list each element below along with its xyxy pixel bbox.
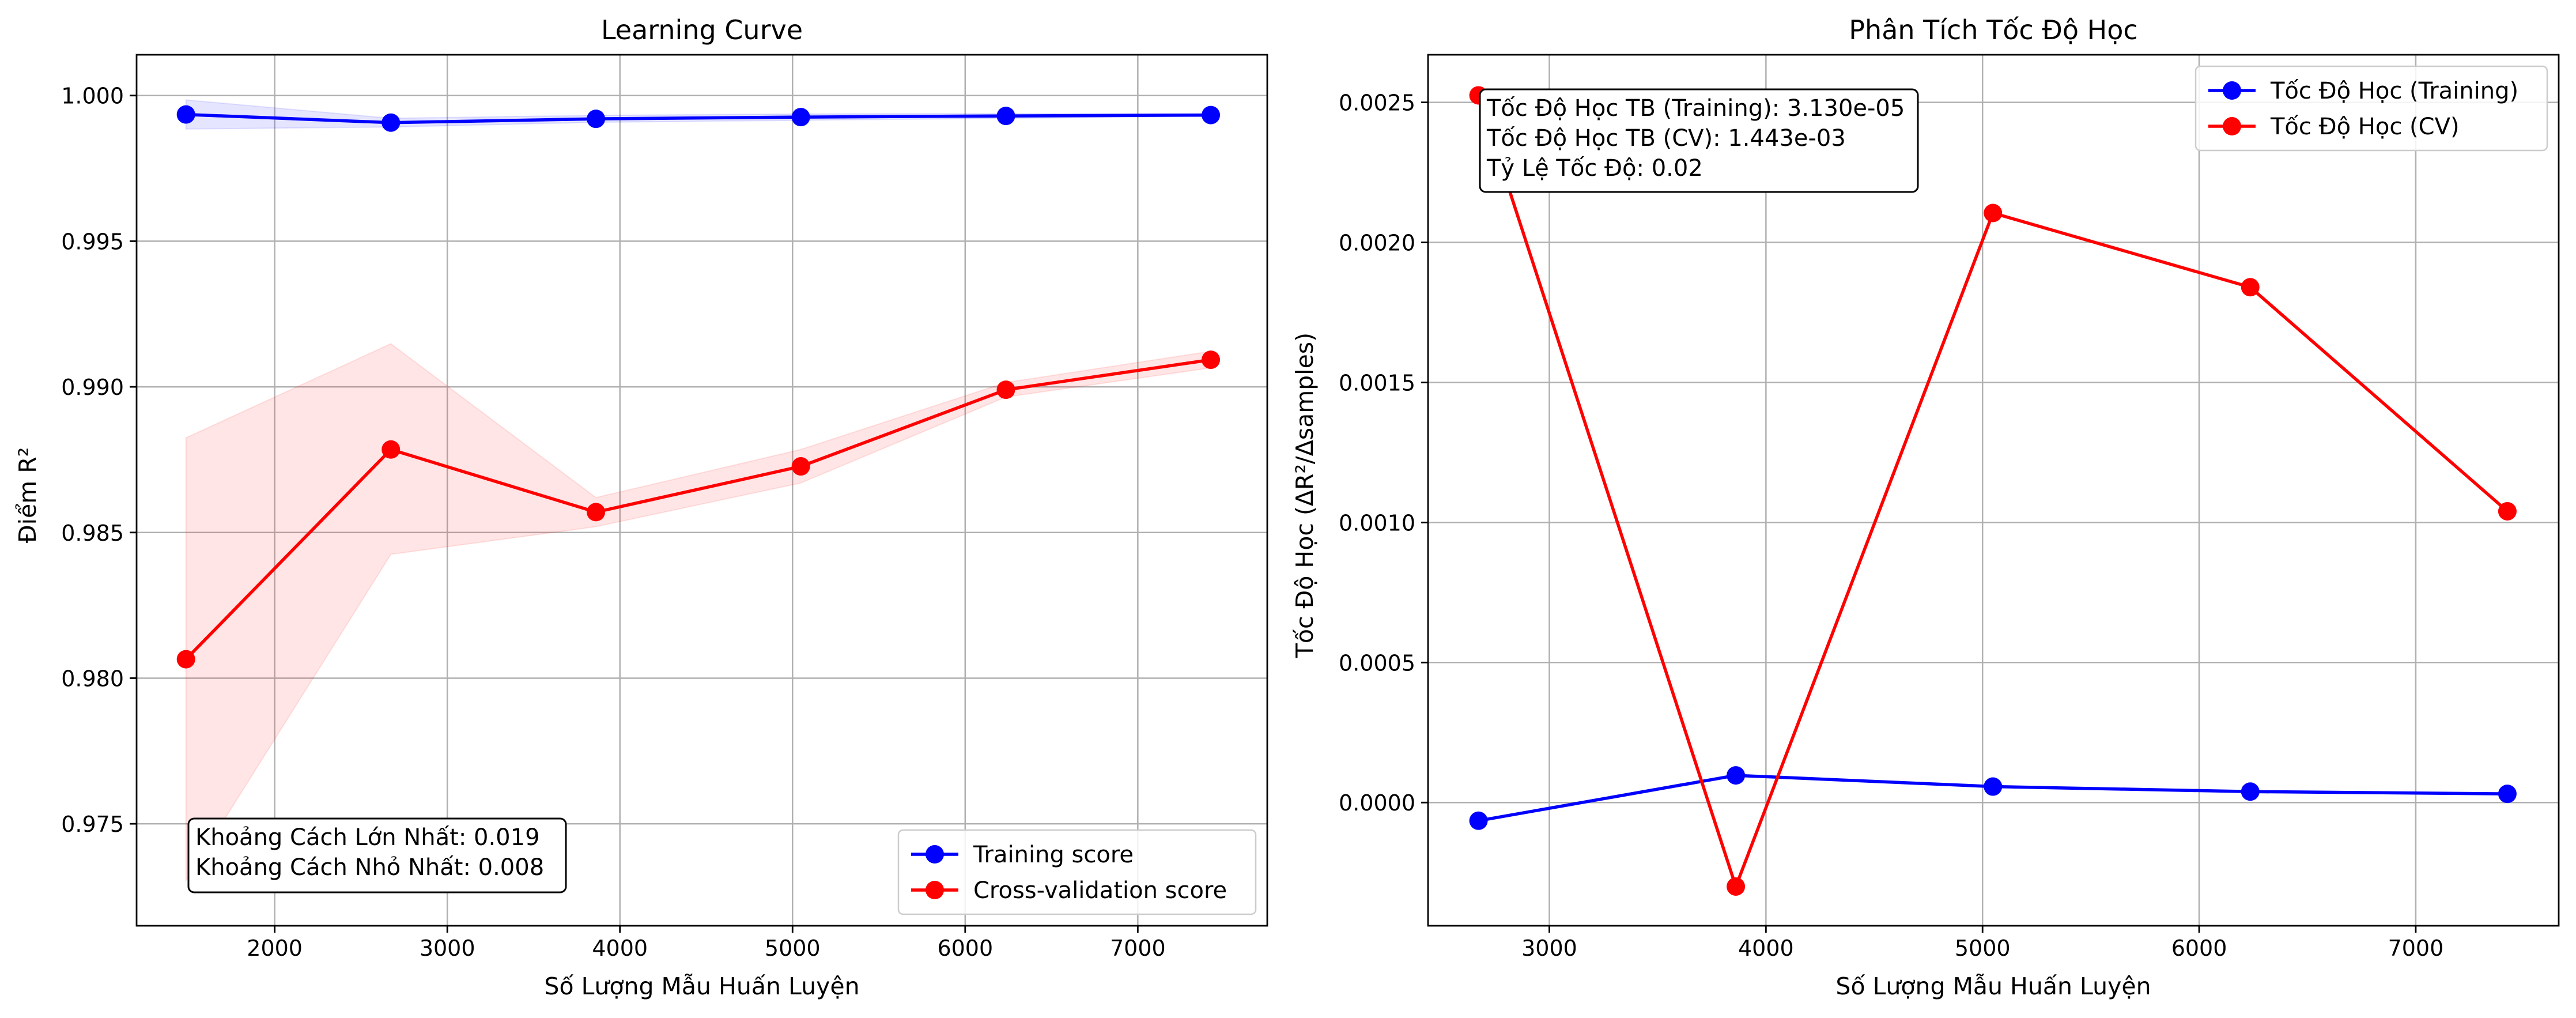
y-tick-label: 0.0015 bbox=[1339, 370, 1415, 395]
chart-title: Phân Tích Tốc Độ Học bbox=[1849, 14, 2137, 46]
data-point bbox=[2241, 782, 2260, 801]
y-tick-label: 0.975 bbox=[61, 812, 124, 837]
x-tick-label: 5000 bbox=[765, 936, 821, 961]
y-tick-label: 0.0025 bbox=[1339, 91, 1415, 116]
series-line bbox=[184, 358, 1211, 661]
legend: Training score Cross-validation score bbox=[897, 829, 1257, 915]
data-point bbox=[587, 110, 606, 129]
data-point bbox=[176, 105, 195, 124]
plot-area bbox=[176, 99, 1221, 883]
x-tick-label: 3000 bbox=[1521, 936, 1577, 961]
data-point bbox=[382, 440, 401, 459]
x-tick-label: 6000 bbox=[937, 936, 993, 961]
y-tick-label: 0.995 bbox=[61, 229, 124, 254]
annotation: Khoảng Cách Lớn Nhất: 0.019 Khoảng Cách N… bbox=[187, 817, 567, 893]
series-line bbox=[186, 112, 1211, 125]
plot-frame bbox=[1427, 54, 2560, 927]
data-point bbox=[1202, 105, 1221, 125]
y-axis-label: Điểm R² bbox=[14, 447, 41, 543]
y-tick-label: 0.0000 bbox=[1339, 790, 1415, 816]
data-point bbox=[1469, 811, 1488, 830]
confidence-band bbox=[185, 343, 1212, 883]
y-tick-label: 1.000 bbox=[61, 84, 124, 109]
annotation-line: Tốc Độ Học TB (CV): 1.443e-03 bbox=[1486, 125, 1846, 152]
annotation-line: Khoảng Cách Nhỏ Nhất: 0.008 bbox=[195, 854, 544, 881]
y-tick-label: 0.990 bbox=[61, 375, 124, 400]
legend-marker bbox=[926, 881, 944, 899]
data-point bbox=[2498, 785, 2517, 804]
y-tick-label: 0.0005 bbox=[1339, 650, 1415, 676]
x-tick-label: 2000 bbox=[247, 936, 303, 961]
data-point bbox=[2241, 278, 2260, 297]
y-tick-label: 0.0020 bbox=[1339, 231, 1415, 256]
legend: Tốc Độ Học (Training) Tốc Độ Học (CV) bbox=[2194, 65, 2548, 152]
x-axis-label: Số Lượng Mẫu Huấn Luyện bbox=[544, 972, 859, 1000]
annotation-line: Tốc Độ Học TB (Training): 3.130e-05 bbox=[1486, 95, 1905, 122]
chart-title: Learning Curve bbox=[601, 14, 803, 46]
legend-label: Training score bbox=[973, 842, 1134, 868]
legend-frame bbox=[2194, 65, 2548, 152]
plot-frame bbox=[135, 54, 1268, 927]
data-point bbox=[2498, 502, 2517, 521]
data-point bbox=[382, 113, 401, 132]
annotation-line: Tỷ Lệ Tốc Độ: 0.02 bbox=[1486, 155, 1703, 182]
learning-rate-chart: Phân Tích Tốc Độ Học Số Lượng Mẫu Huấn L… bbox=[1291, 14, 2560, 1000]
x-axis-label: Số Lượng Mẫu Huấn Luyện bbox=[1835, 972, 2151, 1000]
annotation-line: Khoảng Cách Lớn Nhất: 0.019 bbox=[195, 824, 540, 851]
plot-area bbox=[1469, 86, 2517, 896]
learning-curve-chart: Learning Curve Số Lượng Mẫu Huấn Luyện Đ… bbox=[14, 14, 1268, 1000]
legend-marker bbox=[926, 845, 944, 864]
data-point bbox=[996, 380, 1015, 399]
legend-label: Cross-validation score bbox=[973, 877, 1227, 904]
y-tick-label: 0.980 bbox=[61, 666, 124, 691]
annotation-frame bbox=[187, 817, 567, 893]
annotation: Tốc Độ Học TB (Training): 3.130e-05 Tốc Đ… bbox=[1479, 88, 1919, 193]
data-point bbox=[791, 457, 810, 476]
data-point bbox=[1984, 777, 2003, 796]
legend-marker bbox=[2223, 117, 2241, 135]
annotation-frame bbox=[1479, 88, 1919, 193]
data-point bbox=[996, 107, 1015, 126]
x-tick-label: 7000 bbox=[1110, 936, 1166, 961]
y-tick-label: 0.985 bbox=[61, 521, 124, 546]
x-tick-label: 4000 bbox=[592, 936, 648, 961]
data-point bbox=[1727, 877, 1746, 896]
data-point bbox=[1727, 766, 1746, 785]
legend-frame bbox=[897, 829, 1257, 915]
legend-label: Tốc Độ Học (Training) bbox=[2270, 78, 2518, 104]
data-point bbox=[1984, 203, 2003, 223]
x-tick-label: 7000 bbox=[2388, 936, 2444, 961]
x-tick-label: 6000 bbox=[2171, 936, 2227, 961]
data-point bbox=[176, 650, 195, 669]
legend-marker bbox=[2223, 81, 2241, 100]
data-point bbox=[587, 503, 606, 522]
data-point bbox=[791, 108, 810, 127]
x-tick-label: 4000 bbox=[1738, 936, 1794, 961]
y-axis-label: Tốc Độ Học (ΔR²/Δsamples) bbox=[1291, 333, 1319, 658]
x-tick-label: 3000 bbox=[420, 936, 475, 961]
x-tick-label: 5000 bbox=[1955, 936, 2011, 961]
data-point bbox=[1202, 350, 1221, 370]
y-tick-label: 0.0010 bbox=[1339, 510, 1415, 536]
legend-label: Tốc Độ Học (CV) bbox=[2270, 114, 2460, 140]
